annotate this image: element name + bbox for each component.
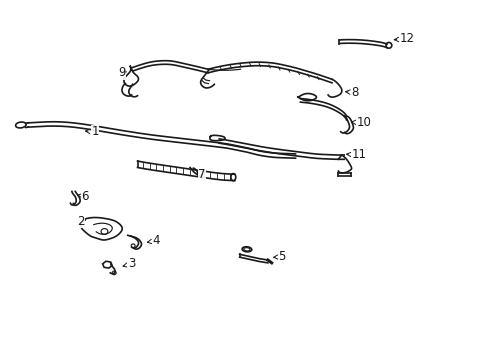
Text: 7: 7 bbox=[198, 168, 205, 181]
Text: 4: 4 bbox=[147, 234, 159, 247]
Text: 3: 3 bbox=[123, 257, 135, 270]
Text: 8: 8 bbox=[345, 86, 358, 99]
Text: 1: 1 bbox=[85, 125, 99, 138]
Text: 12: 12 bbox=[393, 32, 414, 45]
Text: 9: 9 bbox=[118, 66, 126, 79]
Text: 2: 2 bbox=[77, 215, 85, 228]
Text: 11: 11 bbox=[346, 148, 366, 162]
Text: 5: 5 bbox=[273, 250, 285, 263]
Text: 6: 6 bbox=[78, 190, 89, 203]
Text: 10: 10 bbox=[351, 116, 370, 129]
